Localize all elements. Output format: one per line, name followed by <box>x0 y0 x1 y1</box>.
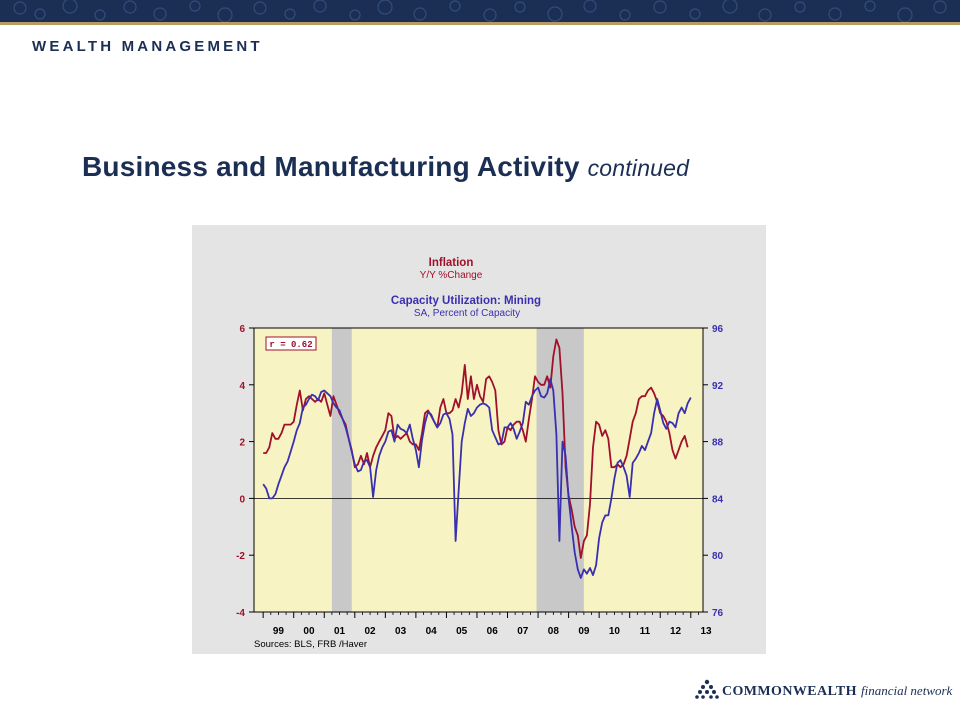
left-tick-label-4: 4 <box>239 381 245 392</box>
right-tick-label-1: 80 <box>712 551 724 562</box>
x-tick-label-6: 05 <box>456 626 468 637</box>
slide-title: Business and Manufacturing Activity conti… <box>82 151 689 183</box>
x-tick-label-0: 99 <box>273 626 285 637</box>
left-tick-label-2: 0 <box>239 494 245 505</box>
company-wordmark: COMMONWEALTH <box>722 684 857 699</box>
left-tick-label-3: 2 <box>239 438 245 449</box>
x-tick-label-10: 09 <box>578 626 590 637</box>
chart-title: Inflation <box>429 257 474 269</box>
x-tick-label-14: 13 <box>700 626 712 637</box>
x-tick-label-7: 06 <box>487 626 499 637</box>
x-tick-label-11: 10 <box>609 626 621 637</box>
source-note: Sources: BLS, FRB /Haver <box>254 639 367 650</box>
logo-mark-icon <box>694 679 720 703</box>
left-tick-label-0: -4 <box>236 608 245 619</box>
right-tick-label-2: 84 <box>712 494 724 505</box>
banner-pattern <box>0 0 960 22</box>
top-banner <box>0 0 960 22</box>
x-tick-label-1: 00 <box>303 626 315 637</box>
left-tick-label-5: 6 <box>239 324 245 335</box>
annotation-text: r = 0.62 <box>269 340 312 350</box>
x-tick-label-13: 12 <box>670 626 682 637</box>
footer-logo: COMMONWEALTH financial network <box>694 679 944 703</box>
slide-title-suffix: continued <box>588 155 690 181</box>
brand-wordmark: WEALTH MANAGEMENT <box>32 38 263 55</box>
chart-subtitle-2: SA, Percent of Capacity <box>414 308 520 319</box>
slide-title-main: Business and Manufacturing Activity <box>82 151 580 182</box>
x-tick-label-5: 04 <box>426 626 438 637</box>
x-tick-label-2: 01 <box>334 626 346 637</box>
x-tick-label-9: 08 <box>548 626 560 637</box>
left-tick-label-1: -2 <box>236 551 245 562</box>
left-axis: -4 -2 0 2 4 6 <box>236 324 254 619</box>
right-tick-label-0: 76 <box>712 608 724 619</box>
recession-band-1 <box>332 328 352 612</box>
right-tick-label-5: 96 <box>712 324 724 335</box>
right-tick-label-4: 92 <box>712 381 724 392</box>
banner-rule <box>0 22 960 25</box>
right-tick-label-3: 88 <box>712 438 724 449</box>
chart-panel: -4 -2 0 2 4 6 76 80 84 88 92 96 99 00 01 02 03 04 05 06 07… <box>192 225 766 654</box>
company-name: COMMONWEALTH financial network <box>722 683 952 700</box>
x-tick-label-4: 03 <box>395 626 407 637</box>
x-tick-label-12: 11 <box>640 626 651 637</box>
right-axis: 76 80 84 88 92 96 <box>703 324 724 619</box>
plot-area <box>254 328 703 612</box>
x-tick-label-8: 07 <box>517 626 529 637</box>
x-axis: 99 00 01 02 03 04 05 06 07 08 09 10 11 12 13 <box>263 612 712 637</box>
chart-title-2: Capacity Utilization: Mining <box>391 295 541 307</box>
chart-subtitle: Y/Y %Change <box>420 270 483 281</box>
company-tagline: financial network <box>861 683 952 698</box>
x-tick-label-3: 02 <box>365 626 377 637</box>
